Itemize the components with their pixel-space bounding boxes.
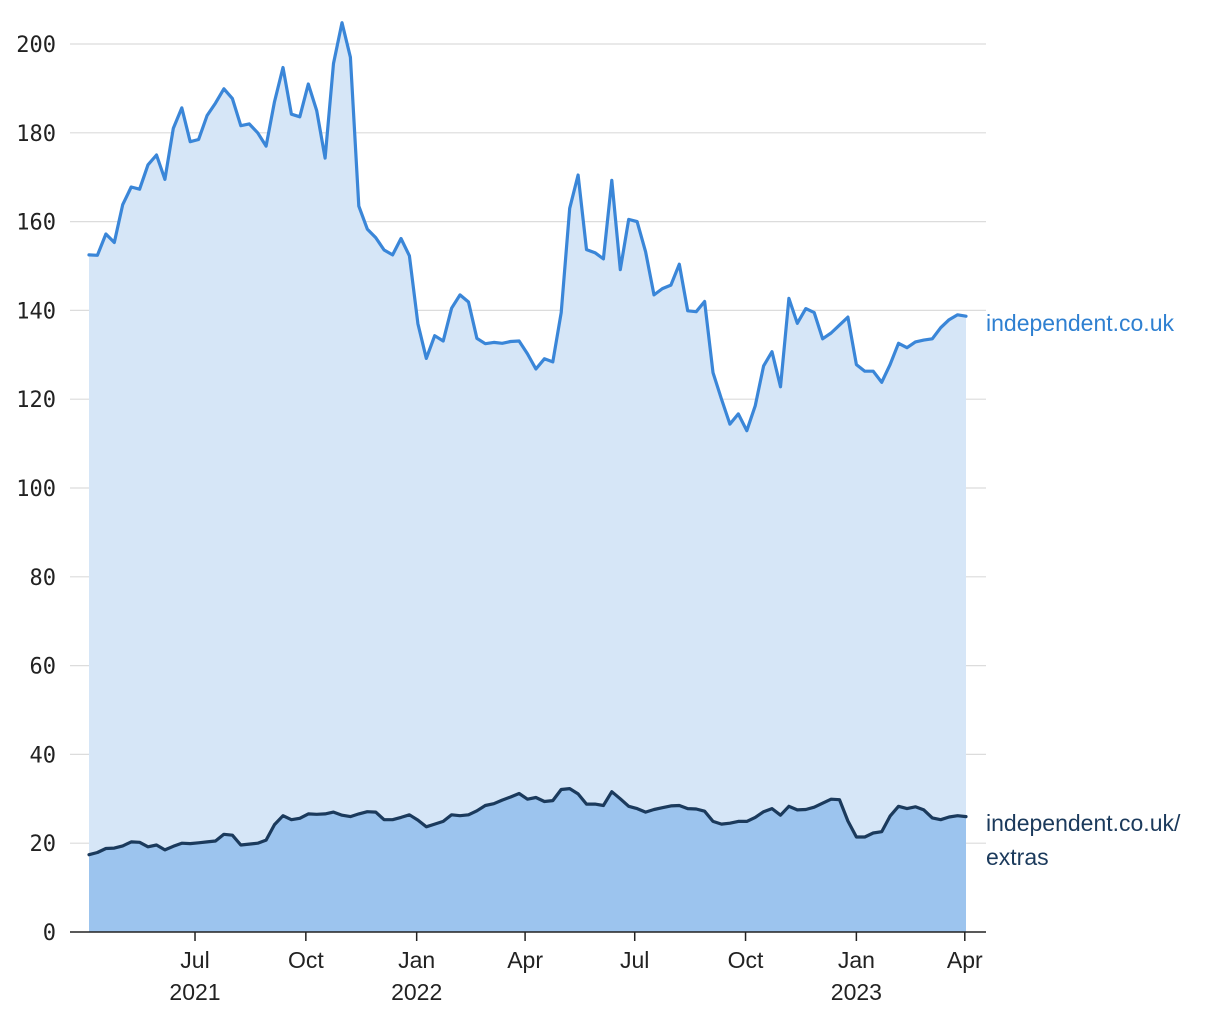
x-tick-label: Jan xyxy=(398,947,435,973)
x-tick-label: Apr xyxy=(507,947,543,973)
series-lines xyxy=(87,21,968,857)
y-tick-label: 200 xyxy=(16,33,56,58)
y-tick-label: 180 xyxy=(16,122,56,147)
y-tick-label: 120 xyxy=(16,388,56,413)
y-tick-label: 20 xyxy=(30,832,57,857)
y-tick-label: 80 xyxy=(30,566,57,591)
series-label-1: extras xyxy=(986,844,1049,870)
axes: 0 20 40 60 80 100 120 140 160 180 200 Jul 2021 Oct Jan… xyxy=(16,33,986,1005)
x-tick-year-label: 2023 xyxy=(831,979,882,1005)
series-line-0 xyxy=(87,21,968,433)
series-label-1: independent.co.uk/ xyxy=(986,810,1181,836)
x-tick-label: Oct xyxy=(728,947,764,973)
x-tick-label: Jul xyxy=(620,947,649,973)
x-tick-label: Jan xyxy=(838,947,875,973)
y-tick-label: 160 xyxy=(16,211,56,236)
y-tick-label: 0 xyxy=(43,921,56,946)
area-fill-series-0 xyxy=(89,22,966,932)
y-tick-label: 140 xyxy=(16,299,56,324)
area-fills xyxy=(89,22,966,932)
series-label-0: independent.co.uk xyxy=(986,310,1174,336)
x-tick-year-label: 2022 xyxy=(391,979,442,1005)
series-line-1 xyxy=(87,786,968,857)
x-tick-year-label: 2021 xyxy=(169,979,220,1005)
series-labels: independent.co.uk independent.co.uk/extra… xyxy=(986,310,1181,870)
x-tick-label: Jul xyxy=(180,947,209,973)
area-fill-series-1 xyxy=(89,788,966,932)
y-tick-label: 60 xyxy=(30,655,57,680)
x-tick-label: Apr xyxy=(947,947,983,973)
y-tick-label: 40 xyxy=(30,743,57,768)
x-tick-label: Oct xyxy=(288,947,324,973)
y-tick-label: 100 xyxy=(16,477,56,502)
